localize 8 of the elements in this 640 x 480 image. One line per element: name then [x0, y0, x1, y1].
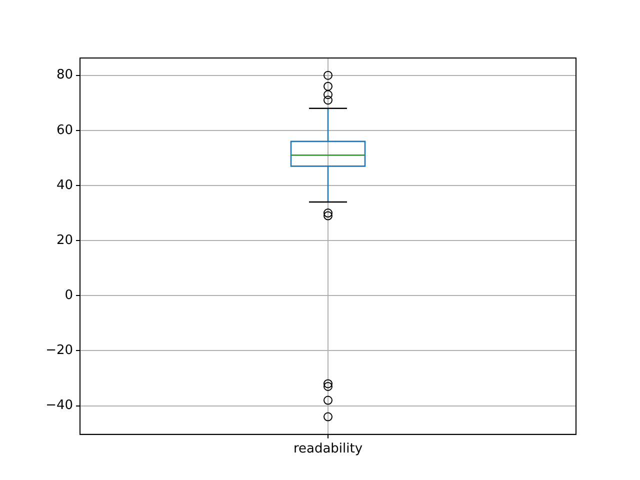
x-tick-label: readability [293, 442, 363, 457]
y-tick-label: 60 [56, 122, 73, 138]
y-tick-label: 0 [64, 288, 73, 303]
y-tick-label: −20 [46, 343, 73, 358]
y-tick-label: 40 [56, 178, 73, 193]
y-tick-label: −40 [46, 398, 73, 414]
y-tick-label: 80 [56, 68, 73, 83]
y-tick-label: 20 [56, 232, 73, 248]
